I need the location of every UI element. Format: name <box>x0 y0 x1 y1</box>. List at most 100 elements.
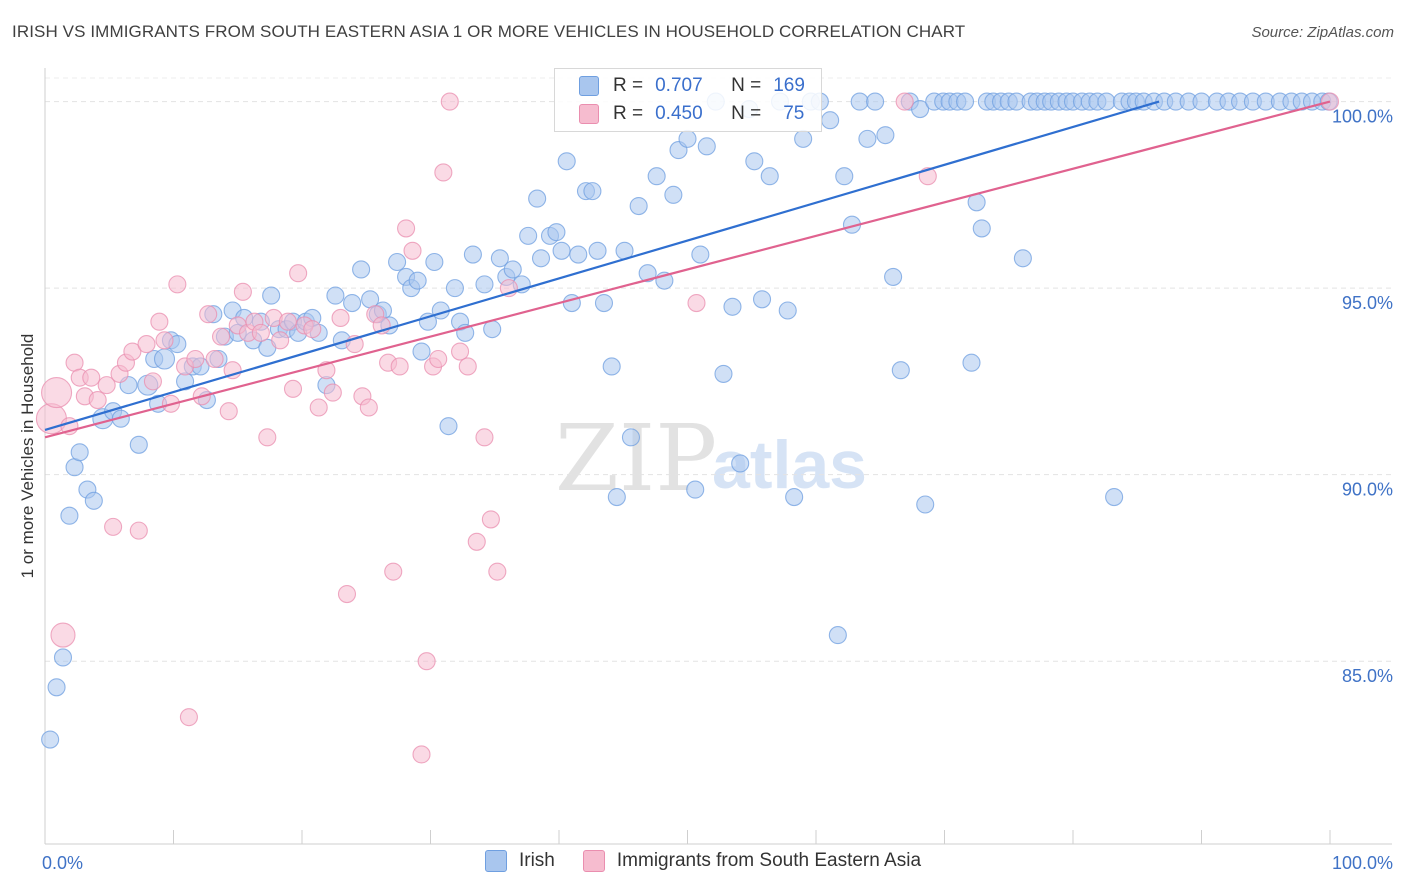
irish-point <box>1097 92 1116 111</box>
irish-point <box>916 495 935 514</box>
irish-point <box>686 480 705 499</box>
legend-item-irish[interactable]: Irish <box>484 850 555 872</box>
y-tick-label: 95.0% <box>1342 293 1393 313</box>
irish-point <box>962 353 981 372</box>
irish-point <box>569 245 588 264</box>
irish-point <box>326 286 345 305</box>
sea-point <box>440 92 459 111</box>
irish-point <box>519 226 538 245</box>
axes <box>44 68 1392 845</box>
legend-n-label: N = <box>731 103 762 124</box>
legend-item-sea[interactable]: Immigrants from South Eastern Asia <box>582 850 922 872</box>
x-tick-label: 0.0% <box>42 853 83 873</box>
irish-point <box>70 443 89 462</box>
irish-point <box>475 275 494 294</box>
legend-r-value-sea: 0.450 <box>655 103 703 124</box>
legend-n-value-irish: 169 <box>773 75 805 96</box>
sea-point <box>384 562 403 581</box>
sea-point <box>289 264 308 283</box>
legend-label-sea: Immigrants from South Eastern Asia <box>616 850 922 871</box>
sea-point <box>417 652 436 671</box>
sea-point <box>258 428 277 447</box>
irish-point <box>785 487 804 507</box>
sea-point <box>488 562 507 581</box>
sea-point <box>451 342 470 361</box>
sea-point <box>41 377 73 409</box>
sea-point <box>309 398 328 417</box>
sea-point <box>123 342 142 361</box>
sea-point <box>82 368 101 387</box>
sea-point <box>186 349 205 369</box>
irish-point <box>425 252 444 272</box>
irish-point <box>594 293 614 313</box>
irish-point <box>821 111 840 130</box>
irish-point <box>531 249 551 268</box>
sea-point <box>233 282 252 301</box>
irish-point <box>647 167 666 186</box>
irish-point <box>714 364 733 383</box>
irish-point <box>850 92 869 111</box>
legend-n-label: N = <box>731 75 762 96</box>
irish-point <box>503 260 522 279</box>
sea-point <box>199 305 218 324</box>
sea-point <box>412 745 431 764</box>
sea-point <box>143 372 162 391</box>
legend-swatch-sea <box>579 104 599 124</box>
sea-point <box>475 428 494 447</box>
stats-legend: R = 0.707 N = 169 R = 0.450 N = 75 <box>554 68 822 132</box>
sea-point <box>104 517 123 536</box>
irish-point <box>528 189 547 208</box>
sea-point <box>97 376 116 395</box>
irish-point <box>745 152 764 171</box>
trend-line-irish <box>44 100 1160 431</box>
chart-title: IRISH VS IMMIGRANTS FROM SOUTH EASTERN A… <box>12 22 966 41</box>
legend-swatch-irish <box>579 76 599 96</box>
sea-point <box>283 379 303 398</box>
sea-point <box>337 584 357 604</box>
sea-point <box>303 320 322 339</box>
irish-point <box>607 487 626 507</box>
sea-point <box>205 349 224 369</box>
legend-row-irish: R = 0.707 N = 169 <box>579 74 805 98</box>
y-tick-label: 90.0% <box>1342 480 1393 500</box>
sea-point <box>168 275 187 294</box>
irish-point <box>884 267 903 286</box>
irish-point <box>262 286 281 305</box>
sea-point <box>129 521 148 540</box>
legend-key-irish <box>484 850 507 872</box>
irish-point <box>583 182 602 201</box>
irish-point <box>697 137 716 156</box>
sea-point <box>434 163 453 182</box>
irish-point <box>483 320 502 339</box>
sea-point <box>429 349 448 369</box>
irish-point <box>60 506 79 525</box>
irish-point <box>835 167 854 186</box>
irish-point <box>629 196 648 216</box>
irish-point <box>858 129 877 148</box>
irish-point <box>388 252 407 272</box>
legend-r-label: R = <box>613 103 644 124</box>
legend-row-sea: R = 0.450 N = 75 <box>579 102 804 126</box>
legend-r-value-irish: 0.707 <box>655 75 703 96</box>
sea-point <box>359 398 378 417</box>
sea-point <box>390 357 409 376</box>
legend-n-value-sea: 75 <box>783 103 805 124</box>
sea-point <box>219 402 238 421</box>
irish-point <box>1105 487 1124 507</box>
legend-r-label: R = <box>613 75 644 96</box>
sea-point <box>211 327 231 346</box>
x-tick-label: 100.0% <box>1332 853 1393 873</box>
irish-point <box>621 428 641 447</box>
sea-point <box>331 308 350 328</box>
sea-point <box>458 357 477 376</box>
sea-point <box>397 219 416 238</box>
irish-point <box>153 348 176 370</box>
y-tick-label: 100.0% <box>1332 107 1393 127</box>
irish-point <box>778 301 797 320</box>
irish-point <box>439 417 458 436</box>
irish-point <box>691 245 710 264</box>
irish-point <box>352 260 371 279</box>
irish-point <box>911 99 930 119</box>
tick-labels: 100.0% 95.0% 90.0% 85.0% 0.0% 100.0% <box>42 107 1393 873</box>
